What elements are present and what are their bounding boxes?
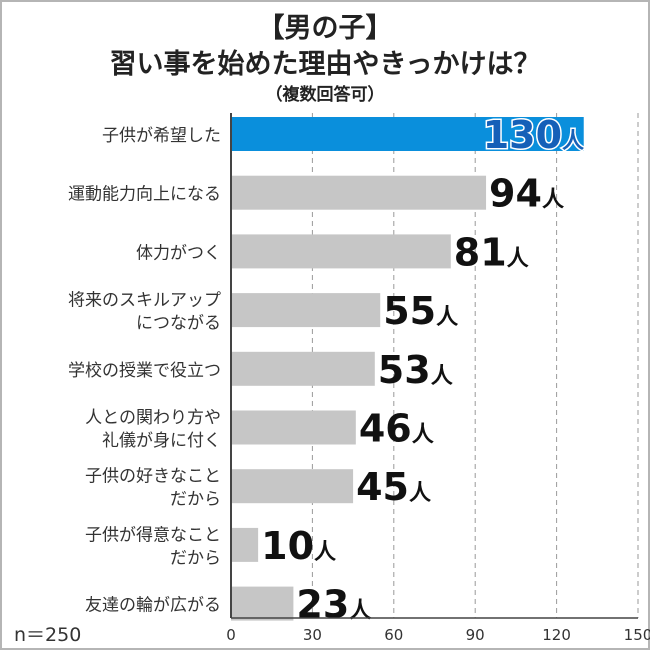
category-label-1: 運動能力向上になる: [68, 185, 221, 205]
value-label-3: 55人: [383, 289, 458, 333]
chart-title-line-1: 【男の子】: [257, 13, 393, 44]
value-number-7: 10: [261, 524, 314, 568]
bar-6: [231, 469, 354, 504]
bar-4: [231, 351, 375, 386]
value-label-1: 94人: [489, 172, 564, 216]
value-number-4: 53: [378, 348, 431, 392]
chart-subtitle: （複数回答可）: [265, 85, 385, 105]
category-label-6-line-0: 子供の好きなこと: [85, 467, 221, 487]
x-tick-label-120: 120: [542, 626, 571, 644]
bar-8: [231, 586, 294, 621]
chart-title-line-2: 習い事を始めた理由やきっかけは？: [109, 49, 541, 80]
value-number-8: 23: [296, 583, 349, 627]
value-label-6: 45人: [356, 465, 431, 509]
category-label-7-line-1: だから: [170, 548, 221, 568]
value-number-6: 45: [356, 465, 409, 509]
bar-0: [231, 117, 584, 151]
value-unit-7: 人: [314, 540, 336, 565]
category-label-5-line-1: 礼儀が身に付く: [102, 431, 221, 451]
bar-2: [231, 234, 451, 269]
value-number-2: 81: [454, 230, 507, 274]
value-label-8: 23人: [296, 583, 371, 627]
category-label-7-line-0: 子供が得意なこと: [85, 525, 221, 545]
value-unit-4: 人: [431, 364, 453, 389]
bar-7: [231, 527, 259, 562]
value-unit-1: 人: [542, 188, 564, 213]
bar-5: [231, 410, 356, 445]
bar-1: [231, 175, 487, 210]
category-label-6-line-1: だから: [170, 490, 221, 510]
x-tick-label-0: 0: [226, 626, 236, 644]
category-label-0: 子供が希望した: [102, 126, 221, 146]
value-number-1: 94: [489, 172, 542, 216]
value-label-5: 46人: [359, 407, 434, 451]
category-label-2: 体力がつく: [136, 243, 221, 263]
value-label-4: 53人: [378, 348, 453, 392]
x-tick-label-30: 30: [303, 626, 322, 644]
category-label-4: 学校の授業で役立つ: [68, 361, 221, 381]
value-unit-2: 人: [507, 246, 529, 271]
value-label-7: 10人: [261, 524, 336, 568]
bar-3: [231, 293, 381, 328]
category-label-5-line-0: 人との関わり方や: [85, 408, 221, 428]
sample-size-label: n＝250: [14, 624, 82, 646]
value-label-2: 81人: [454, 230, 529, 274]
value-number-3: 55: [383, 289, 436, 333]
value-unit-0: 人: [562, 129, 584, 154]
x-tick-label-150: 150: [624, 626, 650, 644]
value-unit-6: 人: [409, 481, 431, 506]
value-unit-5: 人: [412, 423, 434, 448]
category-label-3-line-1: につながる: [136, 314, 221, 334]
x-tick-label-60: 60: [384, 626, 403, 644]
value-number-5: 46: [359, 407, 412, 451]
value-unit-3: 人: [436, 305, 458, 330]
value-unit-8: 人: [349, 599, 371, 624]
category-label-3-line-0: 将来のスキルアップ: [68, 291, 221, 311]
x-tick-label-90: 90: [466, 626, 485, 644]
value-label-0: 130人: [483, 113, 584, 157]
value-number-0: 130: [483, 113, 562, 157]
category-label-8: 友達の輪が広がる: [85, 596, 221, 616]
